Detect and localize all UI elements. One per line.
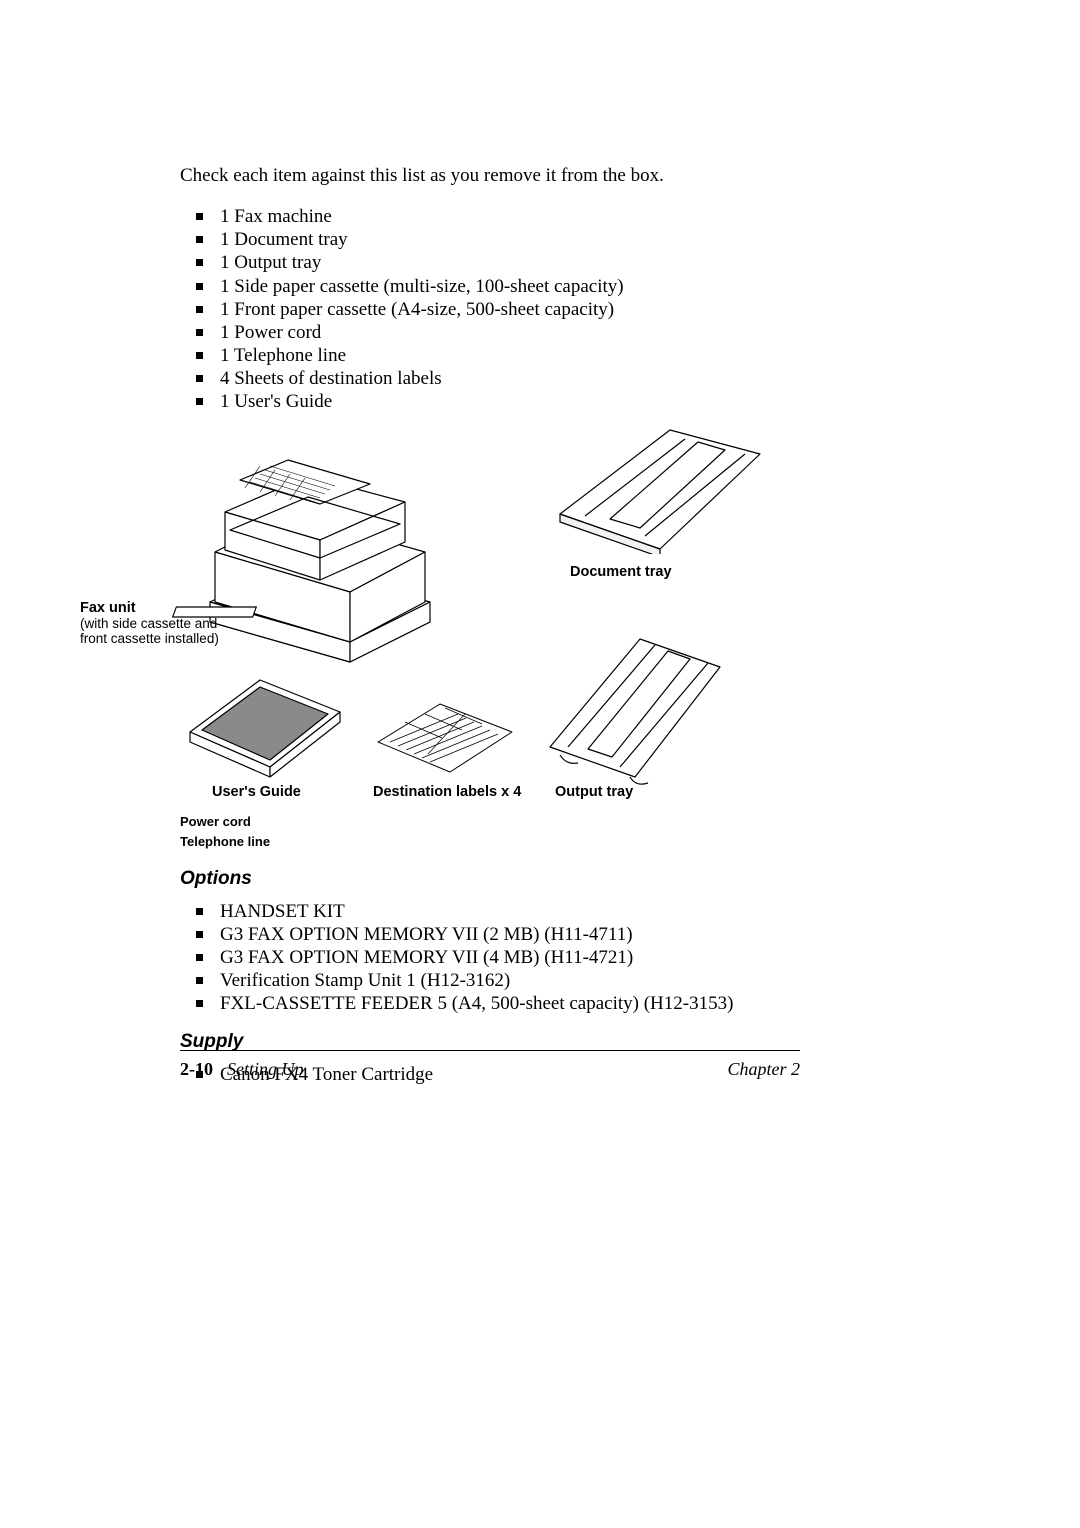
list-item: Verification Stamp Unit 1 (H12-3162) <box>196 969 900 992</box>
fax-unit-label: Fax unit (with side cassette and front c… <box>80 600 240 648</box>
fax-unit-label-sub1: (with side cassette and <box>80 616 240 632</box>
page-content: Check each item against this list as you… <box>180 165 900 1087</box>
list-item: 1 Front paper cassette (A4-size, 500-she… <box>196 298 900 321</box>
list-item: 1 Telephone line <box>196 344 900 367</box>
section-title: Setting Up <box>227 1059 304 1079</box>
footer-rule <box>180 1050 800 1051</box>
checklist: 1 Fax machine 1 Document tray 1 Output t… <box>196 205 900 414</box>
list-item: HANDSET KIT <box>196 900 900 923</box>
list-item: 1 User's Guide <box>196 390 900 413</box>
options-heading: Options <box>180 868 900 890</box>
list-item: G3 FAX OPTION MEMORY VII (4 MB) (H11-472… <box>196 946 900 969</box>
page-footer: 2-10 Setting Up Chapter 2 <box>180 1050 800 1080</box>
options-list: HANDSET KIT G3 FAX OPTION MEMORY VII (2 … <box>196 900 900 1016</box>
output-tray-illustration <box>540 627 730 787</box>
destination-labels-illustration <box>370 692 520 782</box>
list-item: 4 Sheets of destination labels <box>196 367 900 390</box>
document-tray-illustration <box>550 424 770 554</box>
list-item: 1 Output tray <box>196 251 900 274</box>
diagram-area: Fax unit (with side cassette and front c… <box>80 432 840 862</box>
output-tray-label: Output tray <box>555 784 633 800</box>
telephone-line-label: Telephone line <box>180 834 270 849</box>
list-item: FXL-CASSETTE FEEDER 5 (A4, 500-sheet cap… <box>196 992 900 1015</box>
chapter-label: Chapter 2 <box>727 1059 800 1080</box>
list-item: 1 Fax machine <box>196 205 900 228</box>
intro-text: Check each item against this list as you… <box>180 165 900 187</box>
list-item: G3 FAX OPTION MEMORY VII (2 MB) (H11-471… <box>196 923 900 946</box>
users-guide-illustration <box>180 662 350 782</box>
destination-labels-label: Destination labels x 4 <box>373 784 521 800</box>
document-tray-label: Document tray <box>570 564 672 580</box>
power-cord-label: Power cord <box>180 814 251 829</box>
list-item: 1 Side paper cassette (multi-size, 100-s… <box>196 275 900 298</box>
fax-unit-label-sub2: front cassette installed) <box>80 631 240 647</box>
list-item: 1 Power cord <box>196 321 900 344</box>
fax-unit-label-title: Fax unit <box>80 600 136 616</box>
list-item: 1 Document tray <box>196 228 900 251</box>
users-guide-label: User's Guide <box>212 784 301 800</box>
page-number: 2-10 <box>180 1059 213 1079</box>
